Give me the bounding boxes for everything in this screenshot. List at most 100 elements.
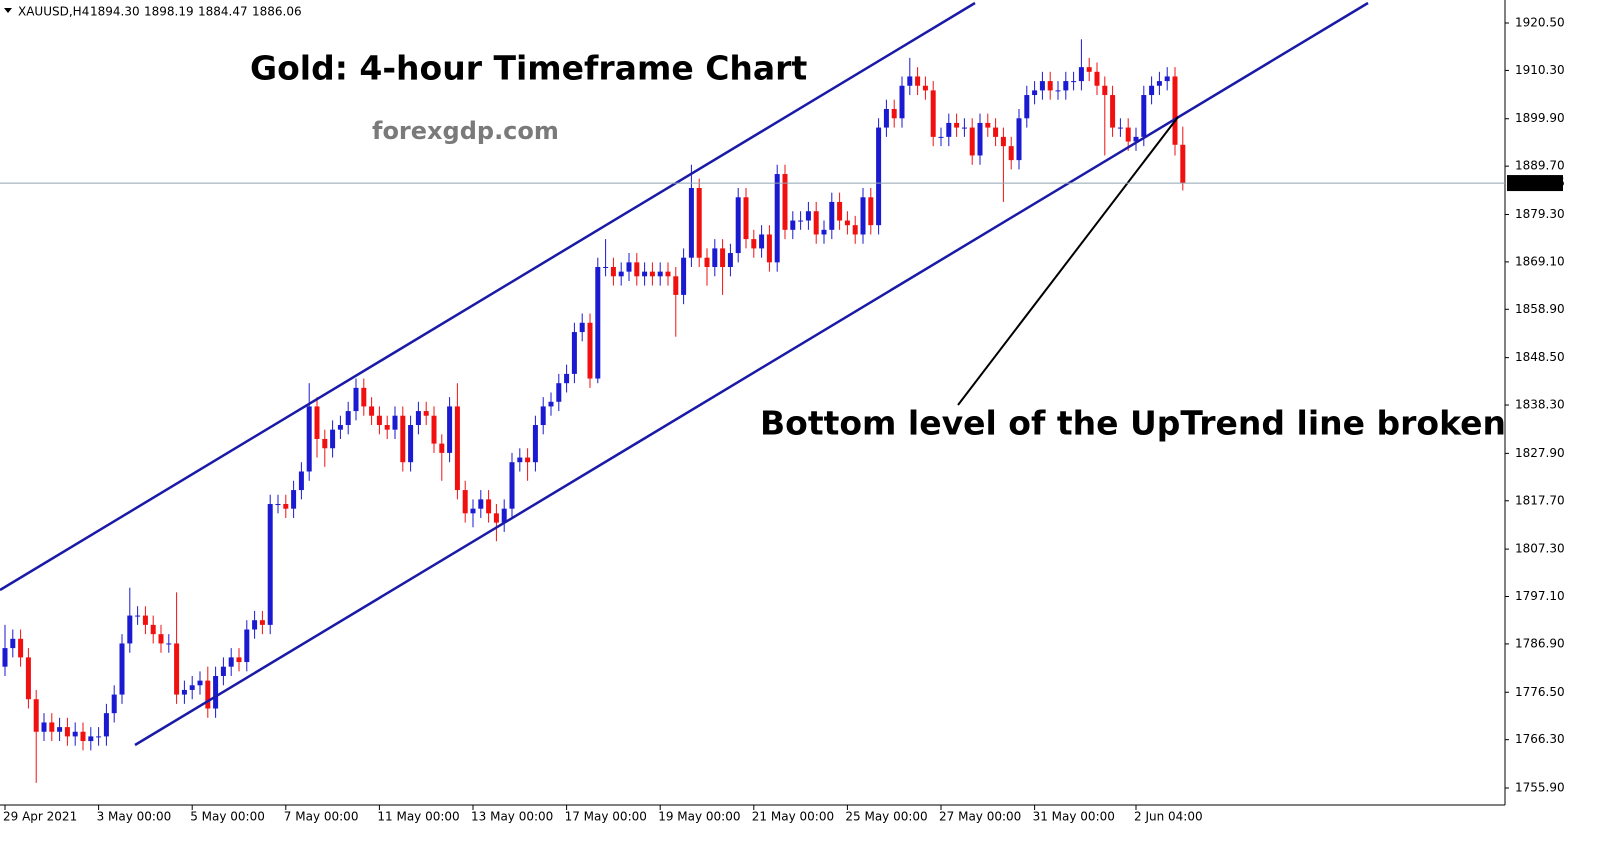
candle-body	[766, 234, 772, 263]
candle-body	[415, 411, 421, 426]
candle-body	[150, 624, 156, 635]
x-tick-label: 11 May 00:00	[377, 810, 459, 824]
menu-triangle	[4, 8, 12, 13]
candle-body	[1156, 81, 1162, 86]
candle-body	[610, 267, 616, 277]
candle-body	[314, 406, 320, 439]
header-value: 1884.47	[198, 5, 248, 19]
candle-body	[1133, 136, 1139, 142]
candle-body	[252, 620, 258, 630]
candle-body	[805, 211, 811, 221]
candle-body	[447, 406, 453, 453]
candle-body	[431, 415, 437, 444]
candle-body	[205, 680, 211, 709]
candle-body	[540, 406, 546, 426]
candle-body	[532, 425, 538, 463]
candle-body	[961, 127, 967, 129]
candle-body	[696, 187, 702, 258]
candle-body	[743, 197, 749, 240]
candle-body	[1008, 146, 1014, 161]
candle-body	[1055, 90, 1061, 92]
candle-body	[1125, 127, 1131, 142]
candle-body	[119, 643, 125, 695]
candle-body	[837, 201, 843, 221]
candle-body	[1094, 71, 1100, 86]
candle-body	[1063, 81, 1069, 91]
candle-body	[790, 220, 796, 230]
candle-body	[80, 731, 86, 742]
candle-body	[1039, 81, 1045, 91]
candle-body	[876, 127, 882, 226]
header-value: 1898.19	[144, 5, 194, 19]
x-tick-label: 2 Jun 04:00	[1134, 810, 1203, 824]
candle-body	[49, 722, 55, 732]
candle-body	[1180, 144, 1186, 184]
candle-body	[275, 504, 281, 506]
candle-body	[899, 85, 905, 119]
candle-body	[174, 643, 180, 695]
y-tick-label: 1838.30	[1515, 398, 1565, 412]
header-value: 1886.06	[252, 5, 302, 19]
x-tick-label: 27 May 00:00	[939, 810, 1021, 824]
y-tick-label: 1817.70	[1515, 493, 1565, 507]
candle-body	[501, 508, 507, 523]
candle-body	[977, 122, 983, 156]
candle-body	[400, 415, 406, 463]
annotation: Bottom level of the UpTrend line broken	[760, 404, 1506, 443]
candle-body	[579, 322, 585, 333]
candle-body	[829, 201, 835, 230]
y-tick-label: 1910.30	[1515, 63, 1565, 77]
candle-body	[556, 383, 562, 402]
candle-body	[649, 271, 655, 277]
candle-body	[634, 262, 640, 277]
candle-body	[142, 615, 148, 625]
candle-body	[603, 267, 609, 269]
candle-body	[665, 271, 671, 277]
y-tick-label: 1786.90	[1515, 636, 1565, 650]
candle-body	[712, 248, 718, 268]
candle-body	[704, 257, 710, 268]
y-tick-label: 1755.90	[1515, 780, 1565, 794]
x-tick-label: 21 May 00:00	[752, 810, 834, 824]
candle-body	[337, 425, 343, 430]
candle-body	[626, 262, 632, 272]
candle-body	[525, 457, 531, 463]
x-tick-label: 13 May 00:00	[471, 810, 553, 824]
current-price-label: 1886.06	[1515, 176, 1565, 190]
candle-body	[189, 685, 195, 690]
candle-body	[267, 504, 273, 625]
candle-body	[969, 127, 975, 156]
y-tick-label: 1797.10	[1515, 589, 1565, 603]
lower-channel-line	[134, 1, 1369, 747]
candle-body	[10, 638, 16, 649]
candle-body	[127, 615, 133, 644]
candle-body	[782, 174, 788, 230]
candle-body	[509, 462, 515, 509]
candle-body	[454, 406, 460, 491]
y-tick-label: 1920.50	[1515, 16, 1565, 30]
candle-body	[88, 736, 94, 742]
candle-body	[1047, 81, 1053, 91]
candle-body	[517, 457, 523, 463]
x-tick-label: 31 May 00:00	[1033, 810, 1115, 824]
candle-body	[821, 229, 827, 235]
candle-body	[587, 322, 593, 379]
candle-body	[353, 387, 359, 412]
x-tick-label: 7 May 00:00	[284, 810, 359, 824]
candle-body	[727, 253, 733, 268]
candle-body	[228, 657, 234, 667]
candle-body	[735, 197, 741, 254]
candle-body	[1016, 118, 1022, 161]
candle-body	[72, 731, 78, 737]
candle-body	[595, 267, 601, 379]
candle-body	[64, 727, 70, 737]
symbol: XAUUSD,H4	[18, 5, 89, 19]
current-price-box	[1507, 175, 1563, 192]
candle-body	[181, 689, 187, 695]
y-tick-label: 1827.90	[1515, 446, 1565, 460]
x-tick-label: 3 May 00:00	[97, 810, 172, 824]
candle-body	[384, 425, 390, 430]
candle-body	[571, 332, 577, 374]
candle-body	[642, 271, 648, 277]
candle-body	[103, 713, 109, 737]
